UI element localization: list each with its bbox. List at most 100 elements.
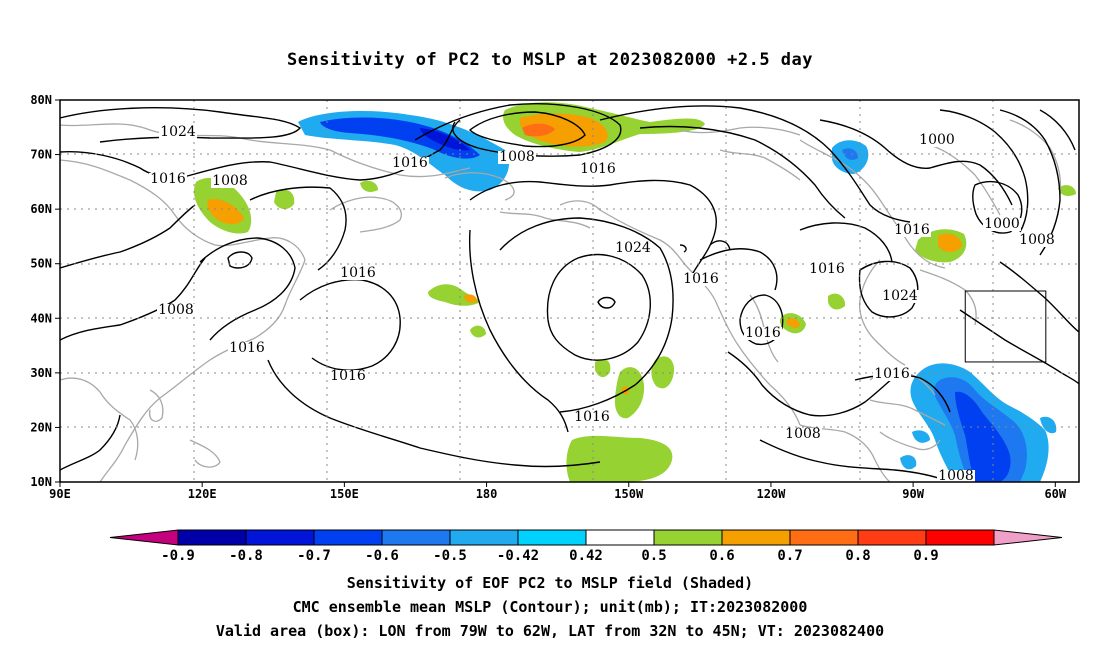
contour-label-bg <box>573 411 611 424</box>
coastline <box>859 259 906 366</box>
coastline <box>60 159 306 261</box>
colorbar-segment <box>177 529 247 546</box>
positive-sensitivity-region <box>786 318 800 328</box>
colorbar-segment <box>245 529 315 546</box>
lat-tick-label: 30N <box>30 366 52 380</box>
coastlines <box>60 119 1062 482</box>
isobar <box>939 109 1029 233</box>
isobar <box>249 186 347 271</box>
isobar <box>999 261 1079 333</box>
contour-label-bg <box>893 224 931 237</box>
lon-tick-label: 90W <box>902 487 924 501</box>
isobar <box>597 296 616 309</box>
lat-tick-label: 40N <box>30 311 52 325</box>
contour-label-bg <box>159 126 197 139</box>
isobar <box>858 260 919 318</box>
positive-sensitivity-region <box>828 293 846 310</box>
colorbar-lower-triangle <box>109 529 179 546</box>
positive-sensitivity-region <box>522 123 555 137</box>
colorbar-segment <box>449 529 519 546</box>
colorbar-label: -0.6 <box>365 548 399 564</box>
contour-label-bg <box>937 470 975 483</box>
isobar <box>679 244 687 253</box>
positive-sensitivity-region <box>470 325 486 338</box>
caption-line-3: Valid area (box): LON from 79W to 62W, L… <box>215 622 885 640</box>
colorbar-segment <box>381 529 451 546</box>
colorbar-label: -0.42 <box>497 548 539 564</box>
lat-tick-label: 70N <box>30 148 52 162</box>
isobar <box>60 119 461 181</box>
colorbar-label: 0.5 <box>641 548 666 564</box>
coastline <box>99 259 306 482</box>
colorbar-segment <box>585 529 655 546</box>
colorbar-label: -0.7 <box>297 548 331 564</box>
contour-label-bg <box>614 242 652 255</box>
isobar <box>499 217 674 413</box>
positive-sensitivity-region <box>566 435 673 482</box>
negative-sensitivity-region <box>320 117 480 159</box>
positive-sensitivity-region <box>938 233 962 252</box>
valid-area-box <box>964 290 1047 363</box>
isobar <box>60 204 196 269</box>
contour-label-bg <box>329 370 367 383</box>
contour-label-bg <box>682 273 720 286</box>
lon-tick-label: 120E <box>188 487 217 501</box>
negative-sensitivity-region <box>842 148 858 160</box>
contour-label: 1008 <box>1019 232 1055 248</box>
contour-label-bg <box>228 342 266 355</box>
coastline <box>329 196 402 233</box>
coastline <box>879 431 941 451</box>
contour-label: 1016 <box>874 366 910 382</box>
colorbar-segment <box>653 529 723 546</box>
contour-label: 1008 <box>499 149 535 165</box>
contour-label-bg <box>339 267 377 280</box>
isobar <box>759 439 951 482</box>
isobar <box>819 119 1013 206</box>
lon-tick-label: 180 <box>476 487 498 501</box>
contour-label-bg <box>149 173 187 186</box>
contour-label-bg <box>808 263 846 276</box>
colorbar-upper-triangle <box>993 529 1063 546</box>
lon-tick-label: 150W <box>614 487 644 501</box>
coastline <box>60 123 471 178</box>
contour-label: 1000 <box>919 132 955 148</box>
contour-label: 1016 <box>894 222 930 238</box>
isobar <box>639 125 846 219</box>
contour-label-bg <box>157 304 195 317</box>
colorbar-segment <box>789 529 859 546</box>
contour-label: 1016 <box>745 325 781 341</box>
negative-sensitivity-region <box>955 391 1011 482</box>
contour-label: 1016 <box>330 368 366 384</box>
isobar <box>267 359 601 468</box>
isobar <box>709 240 731 251</box>
coastline <box>1009 119 1062 196</box>
contour-label-bg <box>211 175 249 188</box>
positive-sensitivity-region <box>595 359 611 378</box>
contour-label: 1016 <box>229 340 265 356</box>
lat-tick-label: 60N <box>30 202 52 216</box>
colorbar-label: -0.8 <box>229 548 263 564</box>
negative-sensitivity-region <box>900 455 917 470</box>
coastline <box>869 399 946 426</box>
isobar <box>199 237 296 341</box>
positive-sensitivity-region <box>464 294 478 303</box>
contour-label-bg <box>918 134 956 147</box>
contour-label-bg <box>744 327 782 340</box>
colorbar-label: 0.9 <box>913 548 938 564</box>
isobar <box>468 229 569 433</box>
lat-tick-label: 80N <box>30 93 52 107</box>
coastline <box>799 424 891 482</box>
contour-label: 1016 <box>340 265 376 281</box>
lat-tick-label: 20N <box>30 420 52 434</box>
isobar <box>854 374 951 413</box>
contour-label-bg <box>1018 234 1056 247</box>
coastline <box>444 172 515 201</box>
map-frame <box>59 99 1080 483</box>
contour-labels: 1024 1016 1008 1016 1008 1016 1016 1008 1016 1016… <box>149 124 1056 484</box>
contour-label: 1008 <box>158 302 194 318</box>
coastline <box>189 439 221 468</box>
negative-sensitivity-region <box>420 128 470 151</box>
colorbar-segment <box>721 529 791 546</box>
isobar <box>959 309 1079 385</box>
isobar <box>546 253 651 361</box>
